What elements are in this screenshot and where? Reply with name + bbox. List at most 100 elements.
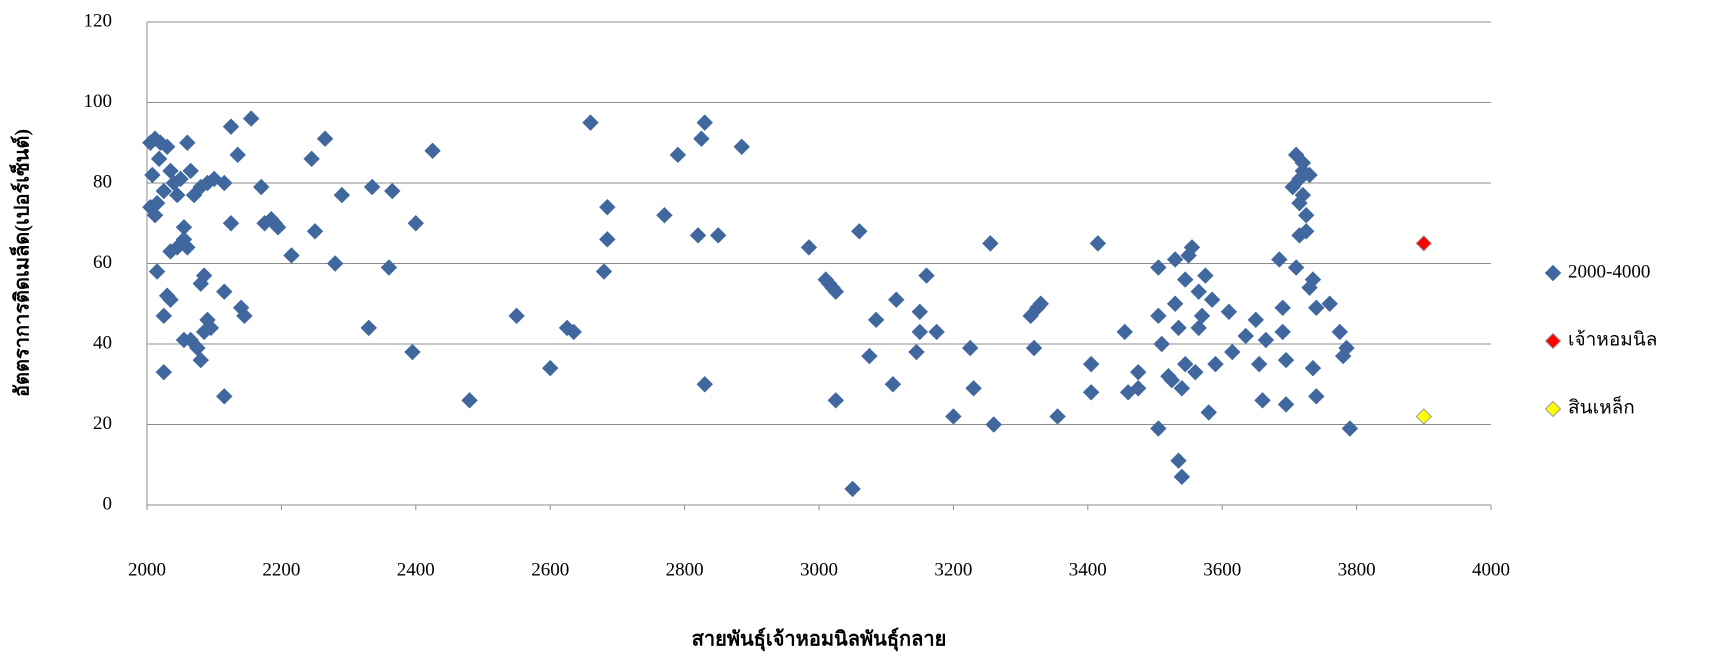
point bbox=[1195, 308, 1210, 323]
point bbox=[583, 115, 598, 130]
point bbox=[509, 308, 524, 323]
point bbox=[1309, 389, 1324, 404]
y-tick-label: 40 bbox=[93, 332, 112, 353]
point bbox=[694, 131, 709, 146]
point bbox=[986, 417, 1001, 432]
point bbox=[1178, 272, 1193, 287]
point bbox=[889, 292, 904, 307]
point bbox=[1275, 324, 1290, 339]
y-axis-title: อัตตราการติดเมล็ด(เปอร์เซ็นต์) bbox=[9, 129, 34, 397]
point bbox=[230, 147, 245, 162]
legend-label: 2000-4000 bbox=[1568, 261, 1650, 282]
point bbox=[600, 200, 615, 215]
point bbox=[193, 353, 208, 368]
point bbox=[1205, 292, 1220, 307]
point bbox=[1299, 208, 1314, 223]
point bbox=[1171, 453, 1186, 468]
point bbox=[912, 304, 927, 319]
point bbox=[1255, 393, 1270, 408]
point bbox=[1117, 324, 1132, 339]
point bbox=[156, 365, 171, 380]
legend-marker bbox=[1546, 334, 1561, 349]
point bbox=[462, 393, 477, 408]
x-tick-label: 3800 bbox=[1338, 559, 1376, 580]
point bbox=[711, 228, 726, 243]
point bbox=[224, 119, 239, 134]
point bbox=[912, 324, 927, 339]
point bbox=[425, 143, 440, 158]
legend-label: สินเหล็ก bbox=[1568, 394, 1635, 418]
point bbox=[1309, 300, 1324, 315]
point bbox=[1090, 236, 1105, 251]
point bbox=[1154, 337, 1169, 352]
point bbox=[1305, 361, 1320, 376]
point bbox=[909, 345, 924, 360]
point bbox=[1171, 320, 1186, 335]
point bbox=[365, 180, 380, 195]
y-tick-label: 120 bbox=[84, 10, 113, 31]
point bbox=[1174, 469, 1189, 484]
point bbox=[1322, 296, 1337, 311]
point bbox=[1191, 320, 1206, 335]
point bbox=[254, 180, 269, 195]
point bbox=[862, 349, 877, 364]
point bbox=[946, 409, 961, 424]
chart: สายพันธุ์เจ้าหอมนิลพันธุ์กลาย อัตตราการต… bbox=[0, 0, 1710, 658]
point bbox=[1279, 397, 1294, 412]
point bbox=[1416, 409, 1431, 424]
x-tick-label: 2800 bbox=[666, 559, 704, 580]
point bbox=[697, 377, 712, 392]
point bbox=[1201, 405, 1216, 420]
point bbox=[217, 284, 232, 299]
point bbox=[983, 236, 998, 251]
point bbox=[180, 135, 195, 150]
point bbox=[1208, 357, 1223, 372]
y-tick-label: 0 bbox=[103, 493, 113, 514]
point bbox=[1238, 328, 1253, 343]
x-tick-label: 2400 bbox=[397, 559, 435, 580]
point bbox=[1248, 312, 1263, 327]
point bbox=[869, 312, 884, 327]
x-tick-label: 3400 bbox=[1069, 559, 1107, 580]
point bbox=[334, 188, 349, 203]
point bbox=[284, 248, 299, 263]
point bbox=[543, 361, 558, 376]
point bbox=[1221, 304, 1236, 319]
point bbox=[691, 228, 706, 243]
point bbox=[1279, 353, 1294, 368]
x-tick-label: 2200 bbox=[262, 559, 300, 580]
y-tick-label: 100 bbox=[84, 91, 113, 112]
point bbox=[1332, 324, 1347, 339]
point bbox=[1225, 345, 1240, 360]
point bbox=[670, 147, 685, 162]
point bbox=[170, 188, 185, 203]
point bbox=[1084, 357, 1099, 372]
point bbox=[734, 139, 749, 154]
point bbox=[150, 264, 165, 279]
legend-label: เจ้าหอมนิล bbox=[1568, 329, 1657, 350]
point bbox=[852, 224, 867, 239]
point bbox=[405, 345, 420, 360]
point bbox=[381, 260, 396, 275]
point bbox=[1151, 421, 1166, 436]
point bbox=[1027, 341, 1042, 356]
x-tick-label: 2600 bbox=[531, 559, 569, 580]
point bbox=[929, 324, 944, 339]
x-tick-label: 2000 bbox=[128, 559, 166, 580]
point bbox=[1258, 332, 1273, 347]
point bbox=[1272, 252, 1287, 267]
point bbox=[1191, 284, 1206, 299]
y-tick-label: 80 bbox=[93, 171, 112, 192]
point bbox=[1275, 300, 1290, 315]
point bbox=[1252, 357, 1267, 372]
y-tick-label: 60 bbox=[93, 252, 112, 273]
point bbox=[308, 224, 323, 239]
x-tick-label: 4000 bbox=[1472, 559, 1510, 580]
point bbox=[156, 308, 171, 323]
point bbox=[1168, 252, 1183, 267]
point bbox=[919, 268, 934, 283]
point bbox=[1131, 365, 1146, 380]
x-axis-title: สายพันธุ์เจ้าหอมนิลพันธุ์กลาย bbox=[692, 628, 947, 652]
point bbox=[801, 240, 816, 255]
point bbox=[361, 320, 376, 335]
